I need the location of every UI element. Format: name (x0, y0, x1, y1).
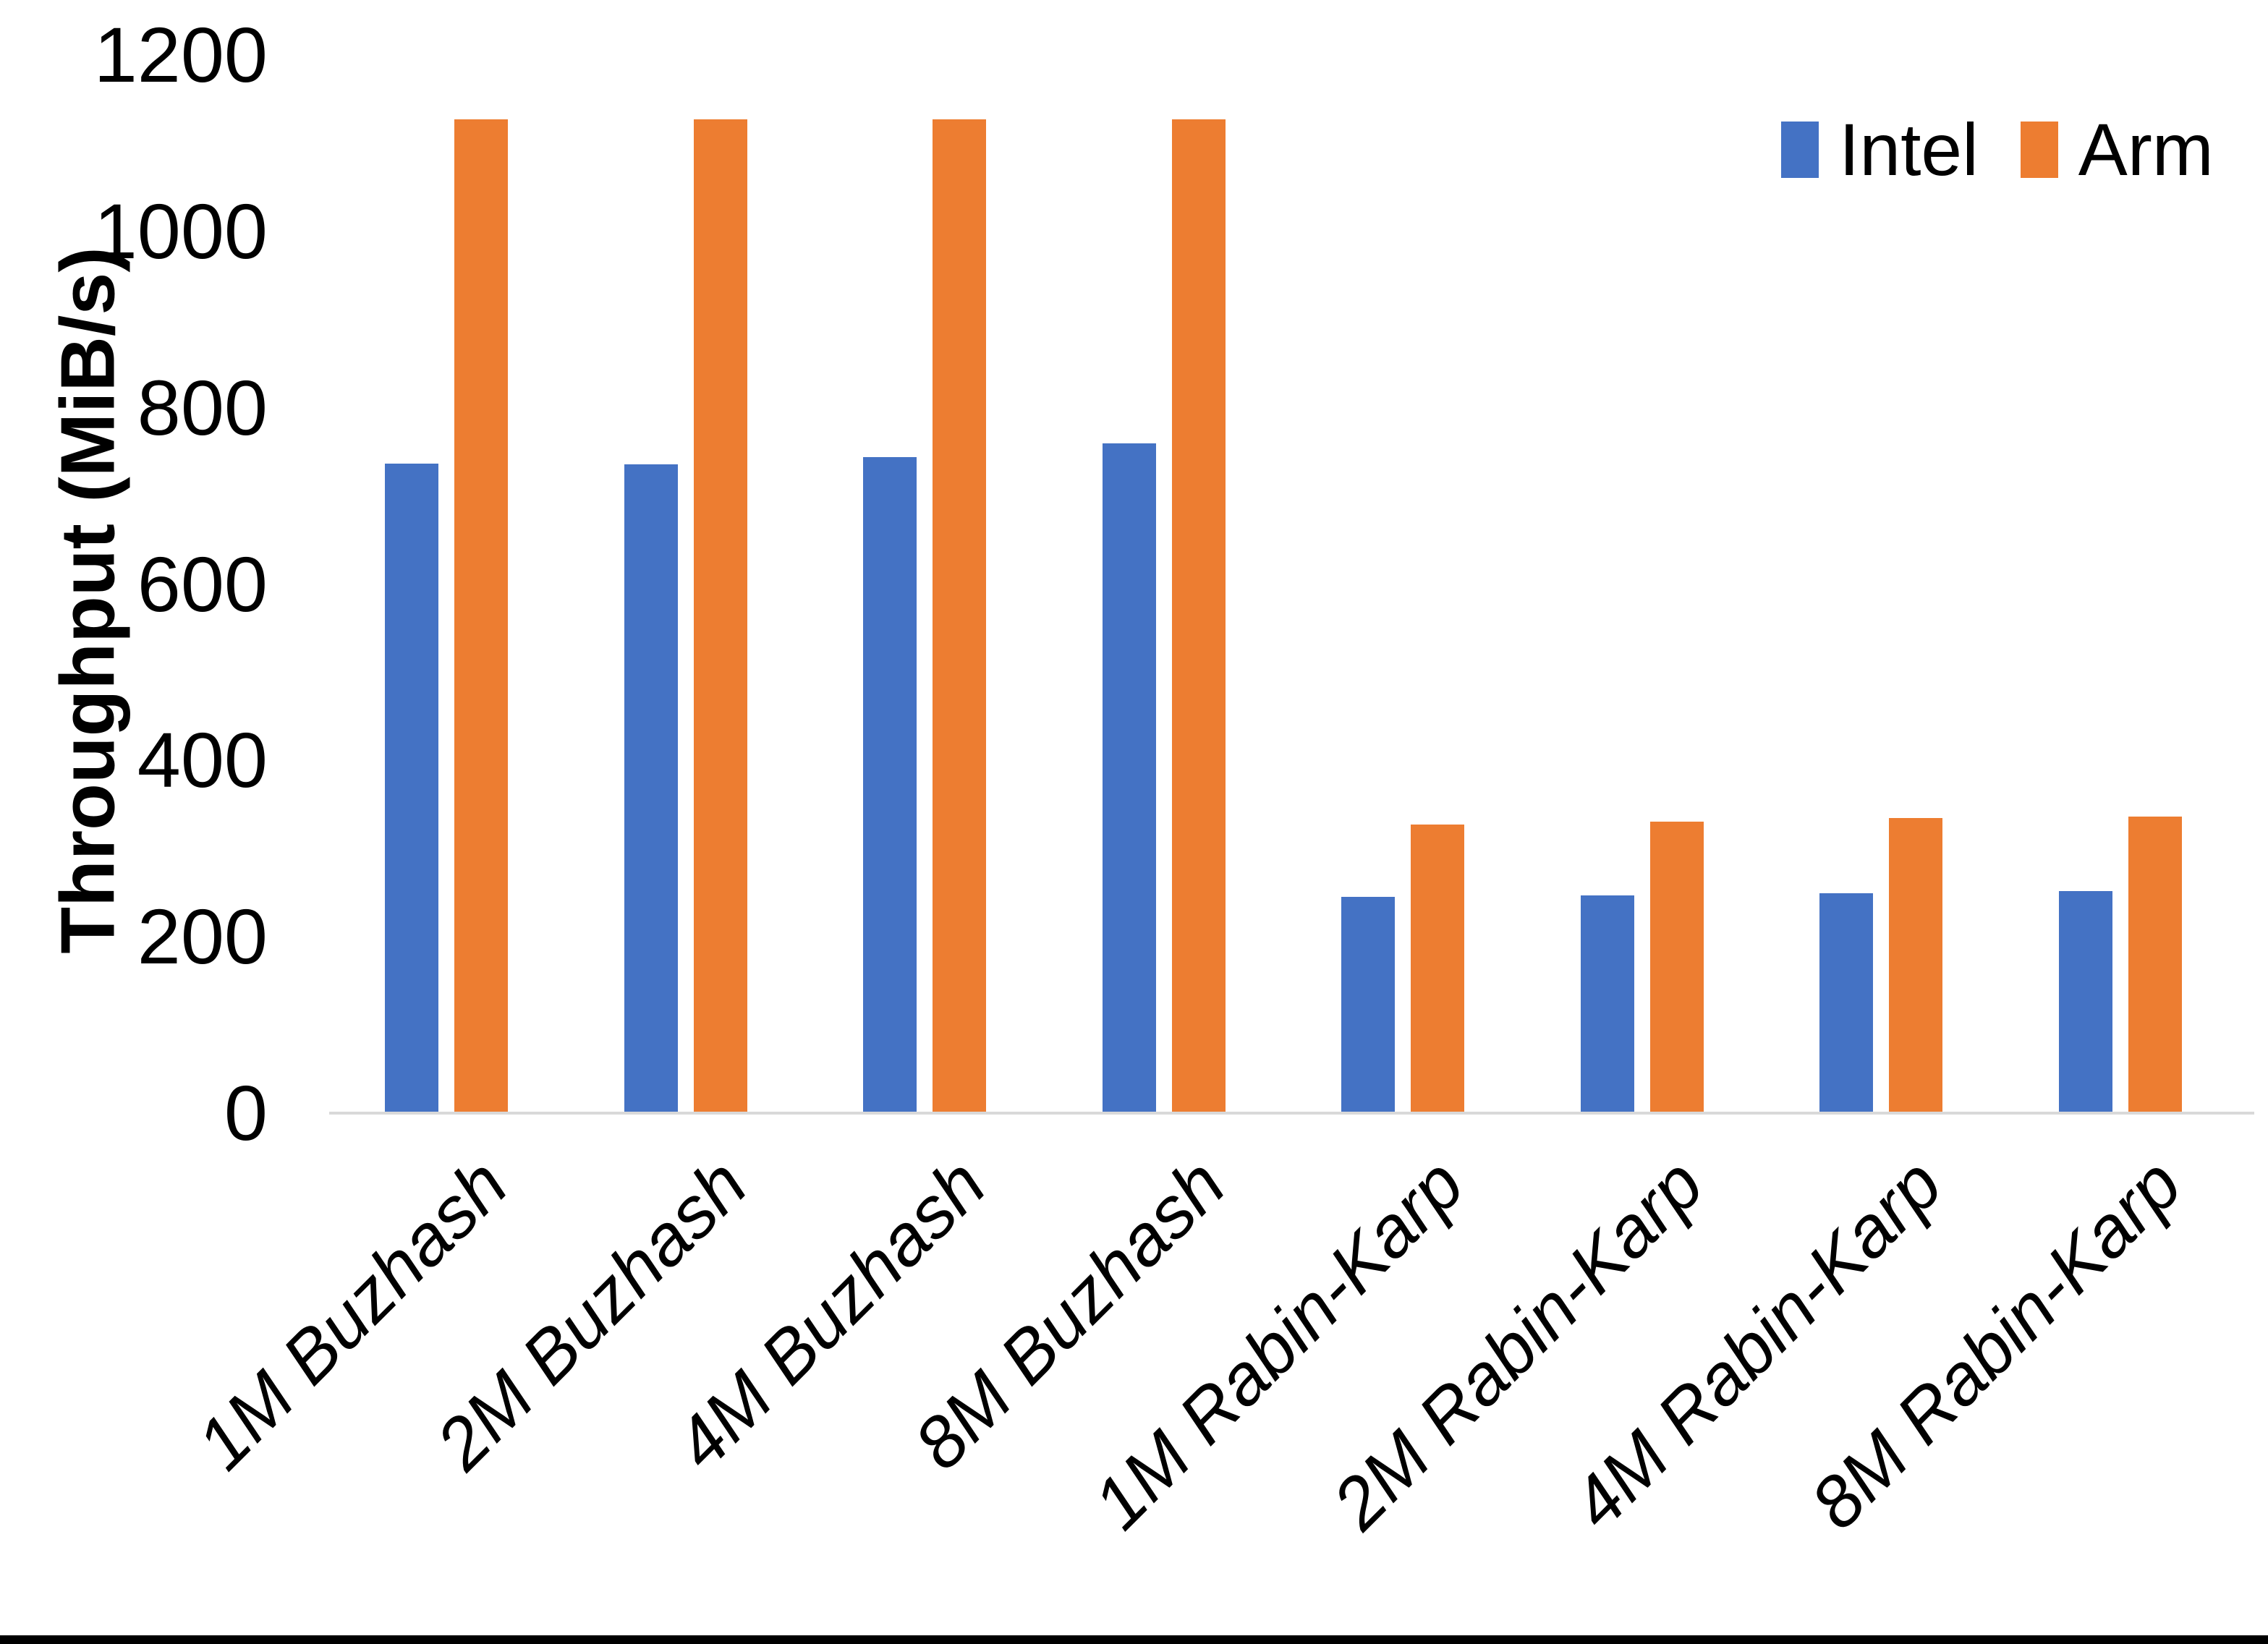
plot-area (329, 55, 2254, 1115)
legend-item-arm: Arm (2020, 108, 2214, 191)
bar-intel-4m-rabin-karp (1819, 893, 1873, 1112)
bar-arm-1m-rabin-karp (1411, 825, 1464, 1112)
y-tick-label-1000: 1000 (93, 187, 268, 275)
y-tick-label-600: 600 (137, 540, 268, 628)
bar-intel-2m-rabin-karp (1581, 895, 1634, 1112)
bottom-border-line (0, 1635, 2268, 1644)
legend-item-intel: Intel (1781, 113, 1979, 187)
y-tick-label-1200: 1200 (93, 11, 268, 98)
legend-label-arm: Arm (2078, 108, 2214, 191)
legend: Intel Arm (1781, 113, 2214, 187)
bar-intel-2m-buzhash (624, 464, 678, 1112)
bar-arm-4m-buzhash (933, 119, 986, 1112)
bar-arm-1m-buzhash (454, 119, 508, 1112)
bar-arm-8m-rabin-karp (2128, 817, 2182, 1112)
legend-label-intel: Intel (1839, 108, 1979, 191)
bar-intel-1m-buzhash (385, 464, 438, 1112)
bar-arm-2m-buzhash (694, 119, 747, 1112)
bar-arm-8m-buzhash (1172, 119, 1226, 1112)
y-tick-label-400: 400 (137, 716, 268, 804)
legend-swatch-intel (1781, 122, 1819, 178)
x-axis-line (329, 1112, 2254, 1115)
legend-swatch-arm (2020, 122, 2058, 178)
bar-intel-4m-buzhash (863, 457, 917, 1112)
y-tick-label-200: 200 (137, 893, 268, 981)
bar-intel-8m-rabin-karp (2059, 891, 2112, 1112)
y-tick-label-800: 800 (137, 363, 268, 451)
bar-arm-4m-rabin-karp (1889, 818, 1942, 1112)
bar-intel-8m-buzhash (1103, 443, 1156, 1112)
y-tick-label-0: 0 (224, 1069, 268, 1157)
bar-intel-1m-rabin-karp (1341, 897, 1395, 1112)
bar-arm-2m-rabin-karp (1650, 822, 1704, 1112)
